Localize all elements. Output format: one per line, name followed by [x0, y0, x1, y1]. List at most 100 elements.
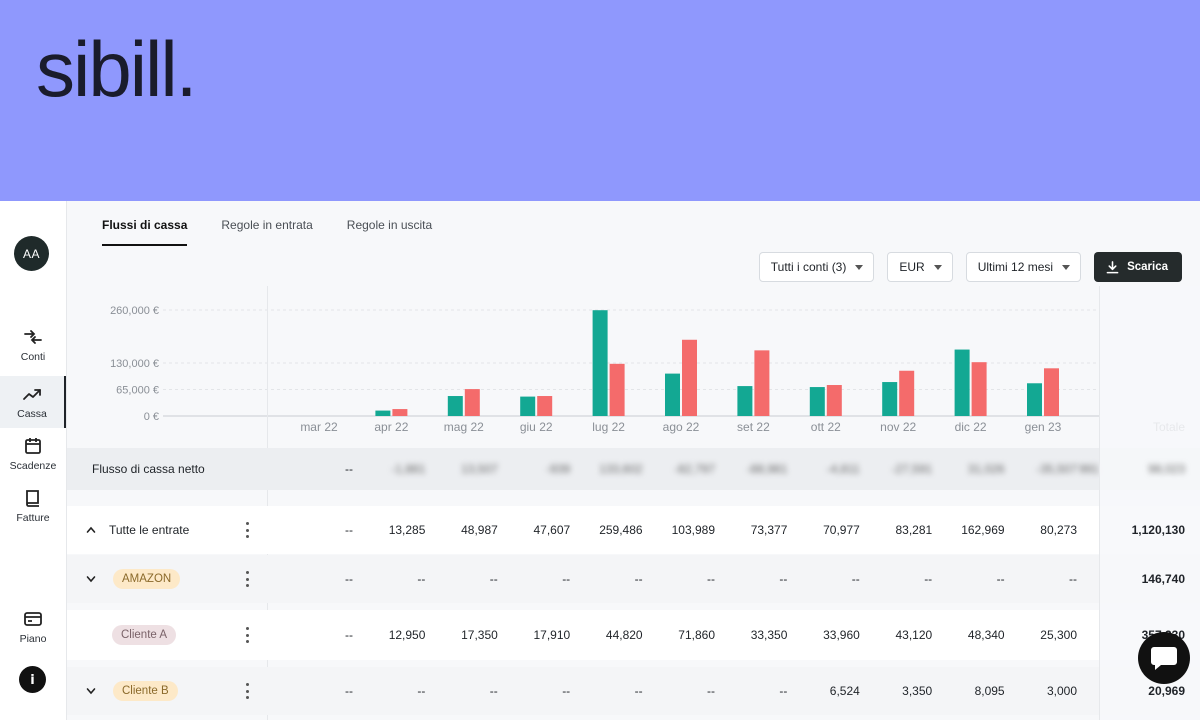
- table-cell: --: [345, 684, 353, 698]
- bar-outflow[interactable]: [537, 396, 553, 416]
- table-cell: 13,507: [461, 462, 498, 476]
- row-label: Flusso di cassa netto: [92, 462, 205, 476]
- bar-outflow[interactable]: [899, 370, 915, 416]
- x-tick-label: mag 22: [444, 420, 484, 434]
- bar-outflow[interactable]: [609, 363, 625, 416]
- bar-inflow[interactable]: [592, 310, 608, 416]
- x-tick-label: set 22: [737, 420, 770, 434]
- row-label: Tutte le entrate: [109, 523, 190, 537]
- bar-inflow[interactable]: [375, 410, 391, 416]
- table-cell: --: [345, 462, 353, 476]
- y-tick-label: 260,000 €: [110, 305, 159, 317]
- arrows-in-icon: [24, 330, 42, 344]
- table-cell: -27,591: [891, 462, 933, 476]
- table-cell: -1,881: [391, 462, 426, 476]
- sidebar-item-fatture[interactable]: Fatture: [0, 480, 66, 532]
- bar-inflow[interactable]: [954, 349, 970, 416]
- table-cell: 44,820: [605, 628, 643, 642]
- table-row[interactable]: Tutte le entrate -- 13,285 48,987 47,607 259,…: [67, 506, 1200, 554]
- table-cell: --: [489, 572, 498, 586]
- x-tick-label: apr 22: [374, 420, 408, 434]
- table-cell: 17,910: [533, 628, 571, 642]
- table-cell: --: [634, 684, 643, 698]
- cashflow-chart: 260,000 € 130,000 € 65,000 € 0 € mar 22 apr 2…: [110, 305, 1185, 434]
- table-cell: 8,095: [974, 684, 1005, 698]
- tab-regole-in-entrata[interactable]: Regole in entrata: [221, 218, 313, 232]
- net-total-row: 98,023: [67, 448, 1200, 490]
- bar-inflow[interactable]: [665, 373, 680, 416]
- tab-regole-in-uscita[interactable]: Regole in uscita: [346, 218, 433, 232]
- currency-select[interactable]: EUR: [887, 252, 953, 282]
- sidebar-item-conti[interactable]: Conti: [0, 319, 66, 371]
- bar-outflow[interactable]: [1044, 368, 1059, 416]
- table-cell: 103,989: [671, 523, 715, 537]
- table-cell: --: [634, 572, 643, 586]
- table-cell: -939: [546, 462, 571, 476]
- bar-outflow[interactable]: [971, 362, 987, 416]
- table-row[interactable]: Cliente B -- -- -- -- -- -- -- 6,524 3,350 8,095 3,…: [67, 667, 1200, 715]
- table-cell: -2,991: [1079, 462, 1099, 476]
- bar-inflow[interactable]: [809, 387, 825, 416]
- bar-outflow[interactable]: [682, 339, 697, 416]
- x-tick-label: ago 22: [663, 420, 700, 434]
- caret-down-icon: [933, 264, 942, 270]
- bar-outflow[interactable]: [826, 385, 842, 416]
- more-vertical-icon[interactable]: [245, 683, 249, 699]
- sidebar-item-cassa[interactable]: Cassa: [0, 376, 66, 428]
- y-tick-label: 130,000 €: [110, 358, 159, 370]
- table-cell: 33,960: [823, 628, 860, 642]
- bar-inflow[interactable]: [1027, 383, 1042, 416]
- avatar[interactable]: AA: [14, 236, 49, 271]
- tab-flussi-di-cassa[interactable]: Flussi di cassa: [102, 215, 188, 246]
- table-row[interactable]: AMAZON----------------------146,7: [67, 555, 1200, 603]
- total-cell: 20,969: [1148, 684, 1185, 698]
- more-vertical-icon[interactable]: [245, 571, 249, 587]
- category-tag: AMAZON: [113, 569, 181, 589]
- category-tag: Cliente B: [113, 681, 178, 701]
- book-icon: [26, 490, 39, 507]
- total-row: 20,969: [67, 667, 1200, 715]
- chevron-up-icon[interactable]: [86, 525, 96, 535]
- download-icon: [1106, 260, 1119, 273]
- table-cell: 47,607: [533, 523, 571, 537]
- sidebar-item-piano[interactable]: Piano: [0, 601, 66, 653]
- table-row[interactable]: Cliente A -- 12,950 17,350 17,910 44,820 71,86…: [67, 610, 1200, 660]
- total-cell: 146,740: [1141, 572, 1185, 586]
- total-cell: 1,120,130: [1131, 523, 1185, 537]
- bar-inflow[interactable]: [447, 396, 463, 416]
- table-cell: 133,602: [599, 462, 643, 476]
- brand-banner: sibill.: [0, 0, 1200, 201]
- card-icon: [24, 612, 42, 626]
- x-tick-label: giu 22: [520, 420, 553, 434]
- table-cell: --: [996, 572, 1005, 586]
- bar-inflow[interactable]: [882, 382, 898, 416]
- row-label: Cliente B: [113, 667, 178, 715]
- period-select[interactable]: Ultimi 12 mesi: [965, 252, 1082, 282]
- sidebar-item-label: Scadenze: [9, 460, 57, 472]
- more-vertical-icon[interactable]: [245, 522, 249, 538]
- table-cell: 259,486: [599, 523, 643, 537]
- bar-inflow[interactable]: [520, 396, 536, 416]
- main-content: Flussi di cassa Regole in entrata Regole…: [67, 201, 1200, 720]
- accounts-select[interactable]: Tutti i conti (3): [758, 252, 875, 282]
- sibill-mark-icon[interactable]: ⅰ: [19, 666, 46, 693]
- x-tick-label: mar 22: [300, 420, 338, 434]
- bar-outflow[interactable]: [392, 409, 408, 416]
- chevron-down-icon[interactable]: [86, 686, 96, 696]
- sidebar-item-label: Conti: [20, 351, 46, 363]
- table-cell: --: [562, 684, 571, 698]
- table-cell: -82,797: [674, 462, 715, 476]
- x-tick-label: gen 23: [1025, 420, 1062, 434]
- bars-group: mar 22 apr 22 mag 22 giu 22 lug 22 ago 22 set …: [300, 310, 1062, 434]
- chevron-down-icon[interactable]: [86, 574, 96, 584]
- bar-outflow[interactable]: [754, 350, 770, 416]
- bar-inflow[interactable]: [737, 386, 753, 416]
- bar-outflow[interactable]: [464, 389, 480, 416]
- more-vertical-icon[interactable]: [245, 627, 249, 643]
- sidebar-item-scadenze[interactable]: Scadenze: [0, 428, 66, 480]
- chat-button[interactable]: [1138, 632, 1190, 684]
- total-row: 357,330: [67, 610, 1200, 660]
- total-row: 146,740: [67, 555, 1200, 603]
- table-cell: --: [489, 684, 498, 698]
- download-button[interactable]: Scarica: [1094, 252, 1182, 282]
